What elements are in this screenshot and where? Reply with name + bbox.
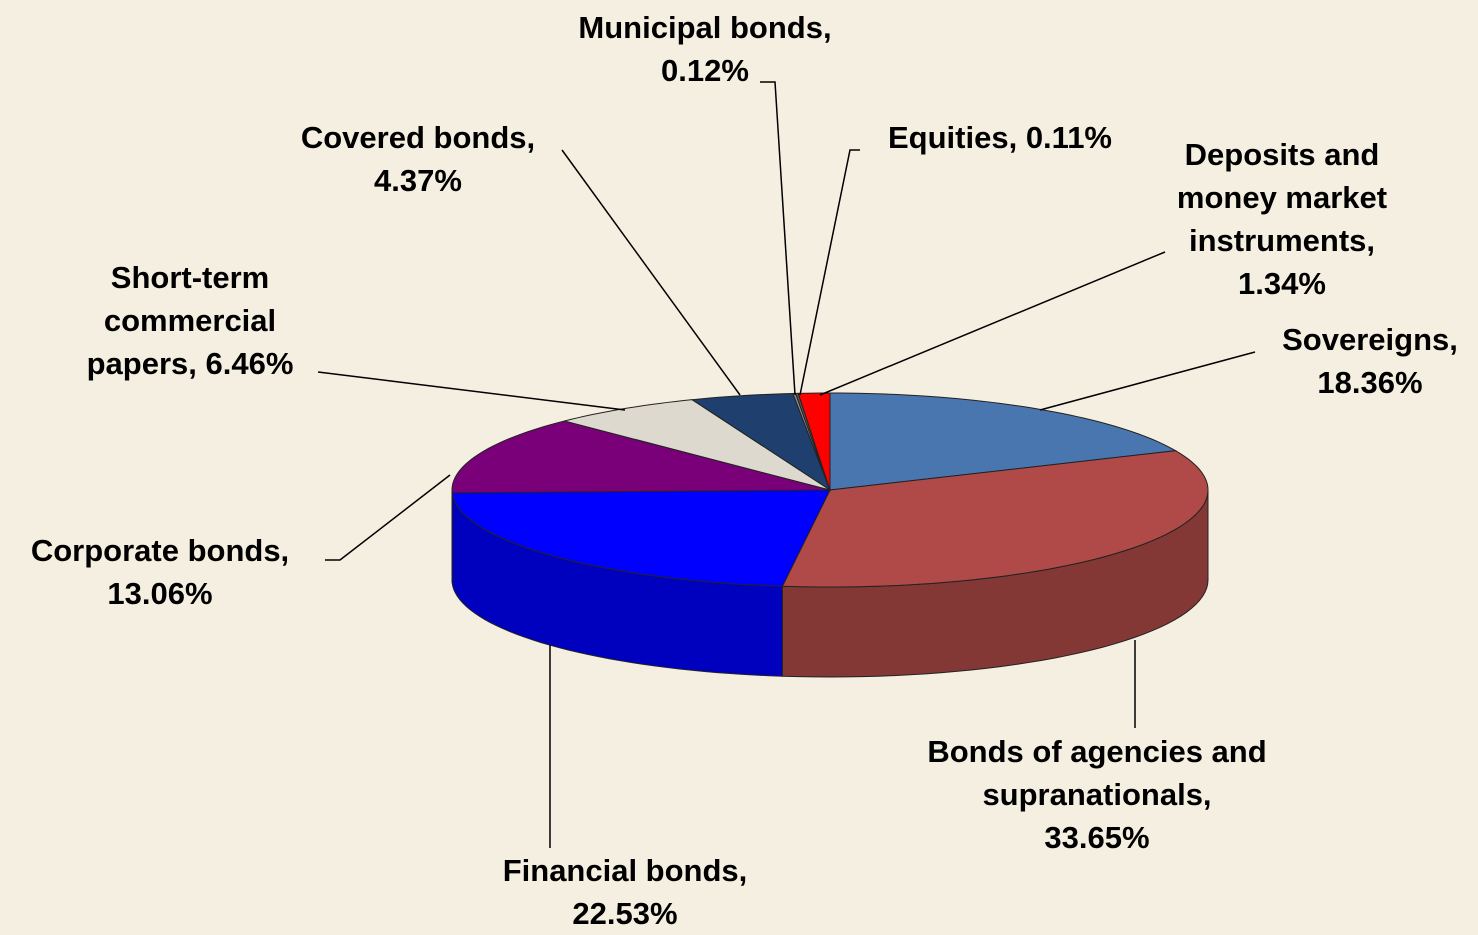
slice-label: Short-term commercial papers, 6.46% <box>60 256 320 385</box>
slice-label: Equities, 0.11% <box>855 116 1145 159</box>
slice-label: Corporate bonds, 13.06% <box>0 529 320 615</box>
leader-line <box>760 82 795 395</box>
value-label: 1.34% <box>1238 266 1326 301</box>
category-label: Sovereigns, <box>1282 322 1458 357</box>
value-label: 18.36% <box>1317 365 1422 400</box>
value-label: 4.37% <box>374 163 462 198</box>
category-label: Covered bonds, <box>301 120 535 155</box>
leader-line <box>1040 352 1255 410</box>
leader-line <box>820 252 1165 395</box>
slice-label: Deposits and money market instruments, 1… <box>1152 133 1412 305</box>
leader-line <box>800 150 860 395</box>
category-label: Municipal bonds, <box>578 10 831 45</box>
leader-line <box>318 372 625 410</box>
category-label: Equities, <box>888 120 1017 155</box>
category-label: Deposits and money market instruments, <box>1177 137 1387 258</box>
value-label: 13.06% <box>107 576 212 611</box>
slice-label: Financial bonds, 22.53% <box>465 849 785 935</box>
category-label: Bonds of agencies and supranationals, <box>927 734 1266 812</box>
slice-label: Sovereigns, 18.36% <box>1260 318 1478 404</box>
leader-line <box>325 475 450 560</box>
value-label: 6.46% <box>206 346 294 381</box>
value-label: 0.12% <box>661 53 749 88</box>
category-label: Financial bonds, <box>503 853 748 888</box>
slice-label: Bonds of agencies and supranationals, 33… <box>927 730 1267 859</box>
slice-label: Municipal bonds, 0.12% <box>540 6 870 92</box>
value-label: 0.11% <box>1026 120 1112 155</box>
value-label: 33.65% <box>1044 820 1149 855</box>
slice-label: Covered bonds, 4.37% <box>268 116 568 202</box>
leader-line <box>562 150 740 395</box>
category-label: Corporate bonds, <box>31 533 289 568</box>
value-label: 22.53% <box>572 896 677 931</box>
